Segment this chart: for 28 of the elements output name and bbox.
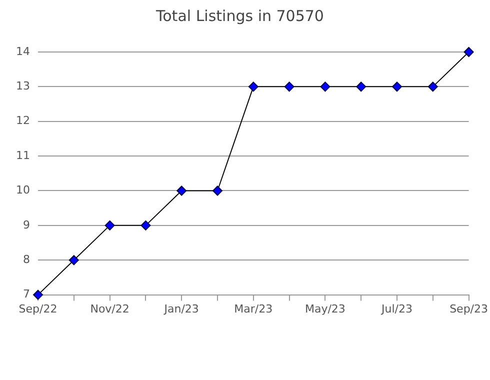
point — [248, 82, 258, 92]
y-tick-label: 11 — [16, 148, 30, 162]
x-tick-label: Sep/22 — [18, 302, 58, 316]
y-tick-label: 13 — [16, 80, 30, 93]
point — [320, 82, 330, 92]
point — [212, 186, 222, 196]
x-tick-label: Mar/23 — [234, 302, 273, 316]
point — [464, 47, 474, 57]
y-tick-label: 8 — [22, 252, 30, 266]
point — [176, 186, 187, 196]
x-tick-label: May/23 — [304, 302, 346, 316]
y-tick-label: 7 — [22, 288, 30, 301]
point — [428, 82, 438, 92]
point — [68, 255, 79, 266]
point — [356, 82, 366, 92]
chart-title: Total Listings in 70570 — [155, 6, 324, 25]
y-tick-label: 10 — [16, 184, 30, 197]
y-tick-label: 12 — [16, 114, 30, 128]
x-tick-label: Jul/23 — [380, 302, 412, 316]
point — [284, 82, 294, 92]
x-tick-label: Jan/23 — [163, 302, 199, 316]
point — [140, 220, 151, 230]
y-tick-label: 9 — [22, 218, 30, 232]
x-tick-label: Nov/22 — [90, 302, 130, 316]
point — [104, 220, 115, 230]
y-tick-label: 14 — [16, 44, 30, 58]
x-tick-label: Sep/23 — [450, 302, 488, 316]
point — [392, 82, 402, 92]
